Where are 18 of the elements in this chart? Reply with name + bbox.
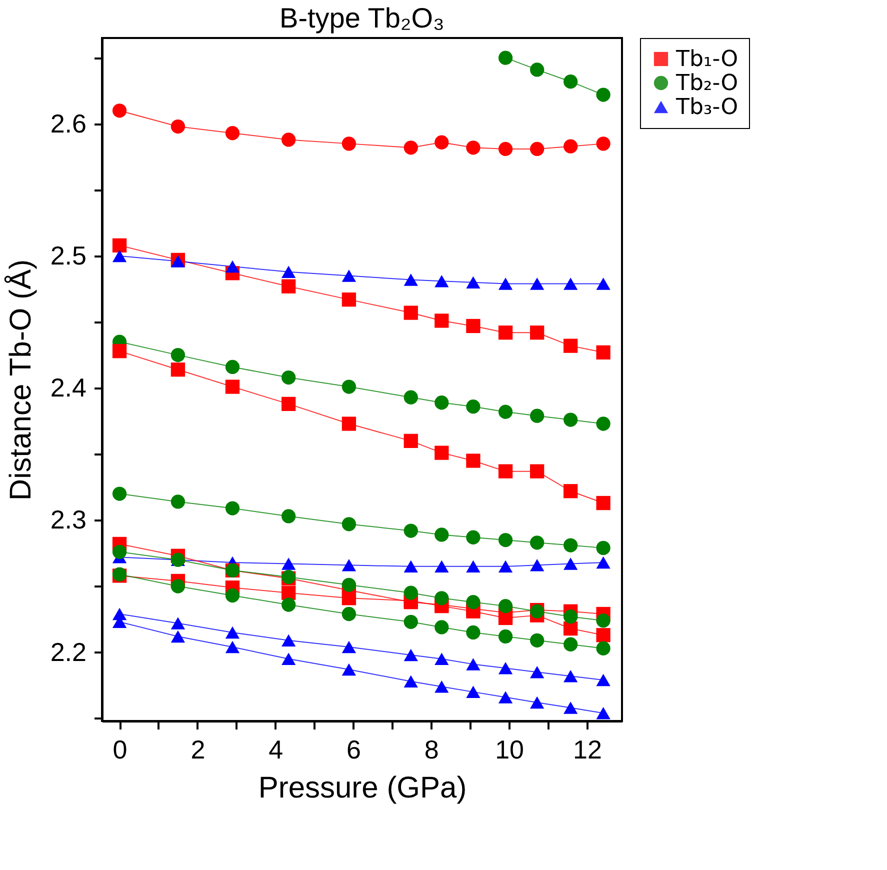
legend-label: Tb₁-O <box>675 47 738 72</box>
y-axis-title: Distance Tb-O (Å) <box>3 259 38 501</box>
chart-title: B-type Tb₂O₃ <box>280 2 444 34</box>
x-tick-label: 12 <box>572 734 602 764</box>
x-tick-label: 6 <box>346 734 361 764</box>
x-axis-title: Pressure (GPa) <box>258 772 467 804</box>
legend-label: Tb₂-O <box>675 71 738 96</box>
x-tick-label: 4 <box>268 734 284 764</box>
y-tick-label: 2.5 <box>50 240 86 270</box>
y-tick-label: 2.4 <box>50 372 86 403</box>
x-tick-label: 10 <box>495 734 524 764</box>
x-tick-label: 0 <box>112 734 128 764</box>
y-tick-label: 2.3 <box>50 504 86 535</box>
x-tick-label: 2 <box>190 734 206 764</box>
x-tick-label: 8 <box>424 734 439 764</box>
y-tick-label: 2.6 <box>50 108 86 138</box>
y-tick-label: 2.2 <box>50 636 86 667</box>
legend-label: Tb₃-O <box>675 95 738 120</box>
